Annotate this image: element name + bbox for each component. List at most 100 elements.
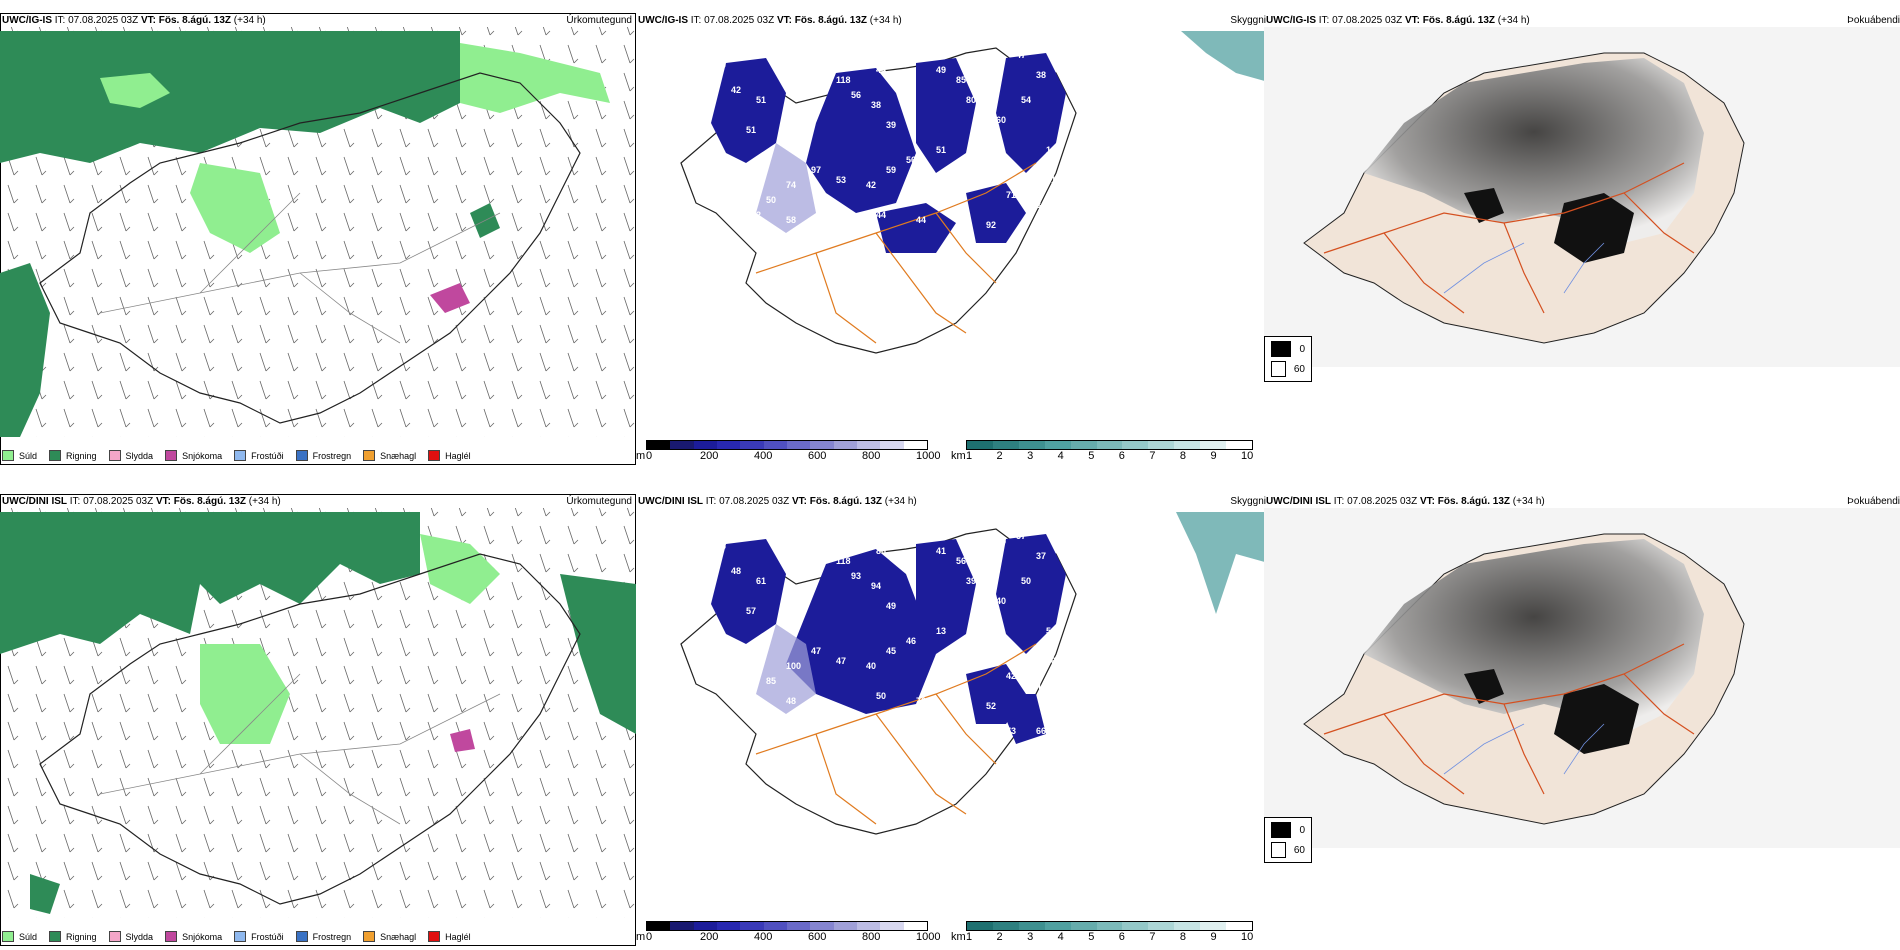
- fog-legend-label: 0: [1299, 824, 1305, 836]
- cloud-base-value-label: 76: [916, 696, 926, 706]
- legend-label: Slydda: [125, 450, 154, 461]
- legend-item: Súld: [2, 450, 37, 461]
- legend-swatch: [49, 931, 62, 942]
- cloud-base-value-label: 85: [766, 676, 776, 686]
- cloud-base-value-label: 38: [726, 686, 736, 696]
- legend-label: Haglél: [445, 931, 471, 942]
- drizzle-area: [200, 644, 290, 744]
- colorbar-tick: 8: [1179, 450, 1186, 462]
- lead-time: (+34 h): [1497, 15, 1530, 26]
- cloud-base-value-label: 61: [756, 576, 766, 586]
- cloud-base-value-label: 96: [691, 105, 701, 115]
- panel-title: Skyggni: [1230, 496, 1266, 507]
- visibility-unit: km: [951, 931, 966, 943]
- vt-value: Fös. 8.ágú. 13Z: [1437, 496, 1510, 507]
- cloud-base-area: [711, 534, 1066, 744]
- cloud-base-value-label: 100: [786, 661, 801, 671]
- cloud-base-value-label: 34: [916, 526, 926, 536]
- vt-label: VT:: [155, 496, 171, 507]
- legend-item: Frostregn: [295, 450, 351, 461]
- precip-panel-row2: UWC/DINI ISL IT: 07.08.2025 03Z VT: Fös.…: [0, 494, 636, 946]
- cloud-base-value-label: 73: [1031, 200, 1041, 210]
- legend-label: Rigning: [66, 931, 97, 942]
- fog-legend-item: 60: [1271, 842, 1305, 858]
- legend-swatch: [363, 931, 376, 942]
- legend-label: Frostúði: [251, 931, 284, 942]
- fog-legend-item: 60: [1271, 361, 1305, 377]
- vt-label: VT:: [1404, 15, 1420, 26]
- colorbar-tick: 600: [808, 450, 827, 462]
- legend-label: Slydda: [125, 931, 154, 942]
- cloud-base-value-label: 85: [711, 516, 721, 526]
- legend-swatch: [108, 450, 121, 461]
- legend-item: Snjókoma: [165, 450, 222, 461]
- cloud-base-value-label: 56: [906, 155, 916, 165]
- colorbar-tick: 4: [1057, 450, 1064, 462]
- fog-area: [1364, 58, 1704, 243]
- visibility-colorbar: km 1 2 3 4 5 6 7 8 9 10: [951, 440, 1253, 464]
- colorbar-tick: 6: [1118, 931, 1125, 943]
- rain-area-west: [0, 263, 50, 437]
- fog-map: [1264, 508, 1900, 848]
- cloud-base-value-label: 37: [1036, 551, 1046, 561]
- snow-area: [430, 283, 470, 313]
- legend-item: Frostúði: [234, 931, 284, 942]
- legend-swatch: [165, 450, 178, 461]
- road-network: [755, 643, 1037, 825]
- cloud-base-value-label: 92: [986, 220, 996, 230]
- panel-title: Úrkomutegund: [566, 15, 632, 26]
- legend-label: Súld: [19, 450, 38, 461]
- cloud-base-value-label: 58: [786, 215, 796, 225]
- colorbar-tick: 0: [646, 450, 653, 462]
- drizzle-area-n2: [100, 73, 170, 108]
- colorbar-tick: 7: [1149, 931, 1156, 943]
- cloud-base-colorbar: m 0 200 400 600 800 1000: [636, 440, 940, 464]
- iceland-outline: [39, 553, 581, 905]
- cloud-base-value-label: 49: [886, 601, 896, 611]
- cloud-base-value-label: 112: [1051, 175, 1066, 185]
- cloud-base-value-label: 57: [1016, 531, 1026, 541]
- colorbar-tick: 3: [1027, 931, 1034, 943]
- cloud-base-value-label: 118: [836, 556, 851, 566]
- vt-value: Fös. 8.ágú. 13Z: [173, 496, 246, 507]
- legend-label: Snæhagl: [380, 931, 417, 942]
- cloud-base-value-label: 51: [691, 586, 701, 596]
- cloud-base-value-label: 36: [716, 541, 726, 551]
- cloud-base-value-label: 48: [731, 566, 741, 576]
- precip-map: [0, 27, 636, 437]
- cloud-panel-row2: UWC/DINI ISL IT: 07.08.2025 03Z VT: Fös.…: [636, 494, 1272, 946]
- cloud-base-value-label: 38: [1036, 70, 1046, 80]
- river-lines: [1443, 723, 1605, 775]
- cloud-base-value-label: 65: [996, 536, 1006, 546]
- cloud-base-value-label: 16: [1046, 145, 1056, 155]
- cloud-base-value-label: 44: [916, 215, 926, 225]
- panel-title: Þokuábendi: [1847, 15, 1900, 26]
- cloud-base-colorbar: m 0 200 400 600 800 1000: [636, 921, 940, 945]
- cloud-base-value-label: 51: [936, 145, 946, 155]
- fog-dense: [1464, 188, 1634, 263]
- colorbar-tick: 9: [1210, 450, 1217, 462]
- cloud-base-value-label: 60: [996, 115, 1006, 125]
- cloud-base-value-label: 44: [876, 65, 886, 75]
- cloud-base-unit: m: [636, 931, 646, 943]
- cloud-base-value-label: 38: [726, 45, 736, 55]
- vt-value: Fös. 8.ágú. 13Z: [794, 15, 867, 26]
- colorbar-tick: 2: [996, 931, 1003, 943]
- cloud-base-value-label: 42: [866, 180, 876, 190]
- cloud-base-value-label: 71: [711, 35, 721, 45]
- cloud-base-value-label: 83: [746, 691, 756, 701]
- visibility-unit: km: [951, 450, 966, 462]
- precip-panel-row1: UWC/IG-IS IT: 07.08.2025 03Z VT: Fös. 8.…: [0, 13, 636, 465]
- cloud-base-value-label: 80: [966, 95, 976, 105]
- rain-area: [0, 512, 420, 654]
- cloud-base-value-label: 48: [726, 205, 736, 215]
- colorbar-tick: 1: [966, 450, 973, 462]
- colorbar-tick: 1: [966, 931, 973, 943]
- legend-label: Haglél: [445, 450, 471, 461]
- vt-value: Fös. 8.ágú. 13Z: [158, 15, 231, 26]
- lead-time: (+34 h): [233, 15, 266, 26]
- cloud-base-value-label: 48: [786, 696, 796, 706]
- colorbar-tick: 600: [808, 931, 827, 943]
- fog-area: [1364, 539, 1704, 734]
- colorbar-tick: 1000: [916, 931, 941, 943]
